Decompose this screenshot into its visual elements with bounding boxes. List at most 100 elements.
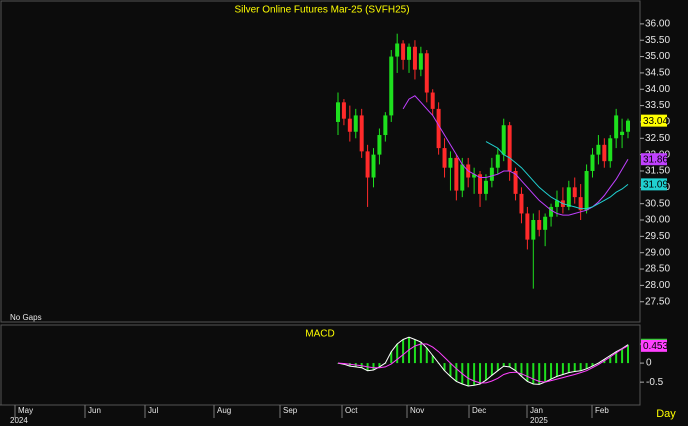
candle-body [531, 220, 536, 240]
macd-bar [402, 339, 405, 364]
candle-body [418, 53, 423, 70]
candle-body [590, 154, 595, 171]
macd-bar [544, 363, 547, 383]
candle-body [608, 138, 613, 162]
macd-bar [532, 363, 535, 385]
macd-bar [467, 363, 470, 386]
candle-body [578, 197, 583, 211]
macd-bar [455, 363, 458, 382]
period-label: Day [656, 408, 676, 420]
candle-body [347, 118, 352, 132]
y-tick-label: 28.50 [645, 264, 670, 275]
macd-bar [490, 363, 493, 376]
candle-body [513, 170, 518, 194]
macd-bar [573, 363, 576, 372]
candle-body [495, 154, 500, 168]
candle-body [537, 220, 542, 230]
x-tick-label: Oct [345, 406, 358, 415]
x-tick-label: Sep [283, 406, 298, 415]
candle-body [489, 167, 494, 181]
candle-body [549, 206, 554, 217]
macd-bar [561, 363, 564, 375]
candle-body [371, 154, 376, 178]
y-tick-label: 32.50 [645, 133, 670, 144]
candle-body [525, 213, 530, 240]
candle-body [483, 180, 488, 194]
candle-body [454, 157, 459, 191]
x-tick-label: Nov [410, 406, 424, 415]
x-tick-label: Jul [148, 406, 158, 415]
candle-body [614, 115, 619, 139]
price-tag [641, 178, 667, 191]
candle-body [341, 102, 346, 119]
candle-body [460, 164, 465, 191]
macd-bar [473, 363, 476, 386]
candle-body [507, 125, 512, 171]
macd-title: MACD [305, 329, 334, 340]
macd-bar [526, 363, 529, 382]
macd-bar [609, 355, 612, 364]
macd-bar [514, 363, 517, 371]
x-tick-label: Aug [217, 406, 231, 415]
price-panel [0, 0, 641, 323]
y-tick-label: 27.50 [645, 296, 670, 307]
macd-bar [449, 363, 452, 377]
macd-bar [538, 363, 541, 385]
year-label: 2025 [530, 416, 548, 425]
price-tag [641, 114, 667, 127]
macd-bar [520, 363, 523, 377]
price-tag-label: 31.09 [643, 180, 668, 191]
candle-body [519, 193, 524, 214]
macd-bar [615, 351, 618, 364]
macd-bar [555, 363, 558, 377]
y-tick-label: 35.00 [645, 51, 670, 62]
x-tick-label: Jun [88, 406, 101, 415]
macd-bar [508, 363, 511, 367]
macd-bar [419, 342, 422, 364]
candle-body [336, 102, 340, 122]
y-tick-label: 0 [646, 358, 652, 369]
y-tick-label: 36.00 [645, 19, 670, 30]
x-tick-label: May [18, 406, 33, 415]
price-tag [641, 153, 667, 166]
candle-body [554, 200, 559, 207]
y-tick-label: 30.50 [645, 198, 670, 209]
macd-bar [567, 363, 570, 373]
candle-body [436, 108, 441, 149]
x-tick-label: Dec [472, 406, 486, 415]
signal-line [337, 343, 629, 384]
x-tick-label: Feb [595, 406, 609, 415]
candle-body [596, 144, 601, 155]
candle-body [353, 115, 358, 132]
macd-bar [479, 363, 482, 385]
candle-body [602, 144, 607, 162]
y-tick-label: -0.5 [646, 377, 664, 388]
macd-bar [431, 355, 434, 364]
candle-body [412, 46, 417, 70]
candle-body [359, 115, 364, 152]
macd-bar [579, 363, 582, 371]
candle-body [395, 43, 400, 57]
x-tick-label: Jan [530, 406, 543, 415]
y-tick-label: 30.00 [645, 215, 670, 226]
candle-body [543, 216, 548, 230]
price-tag-label: 33.04 [643, 116, 668, 127]
candle-body [584, 170, 589, 211]
macd-bar [443, 363, 446, 371]
candle-body [472, 174, 477, 178]
macd-bar [372, 363, 375, 370]
candle-body [478, 174, 483, 194]
year-label: 2024 [10, 416, 28, 425]
macd-bar [425, 347, 428, 364]
y-tick-label: 29.00 [645, 247, 670, 258]
candle-body [572, 187, 577, 198]
candle-body [566, 187, 571, 207]
y-tick-label: 31.50 [645, 166, 670, 177]
macd-bar [413, 339, 416, 364]
macd-bar [396, 344, 399, 364]
y-tick-label: 35.50 [645, 35, 670, 46]
y-tick-label: 28.00 [645, 280, 670, 291]
y-tick-label: 34.00 [645, 84, 670, 95]
